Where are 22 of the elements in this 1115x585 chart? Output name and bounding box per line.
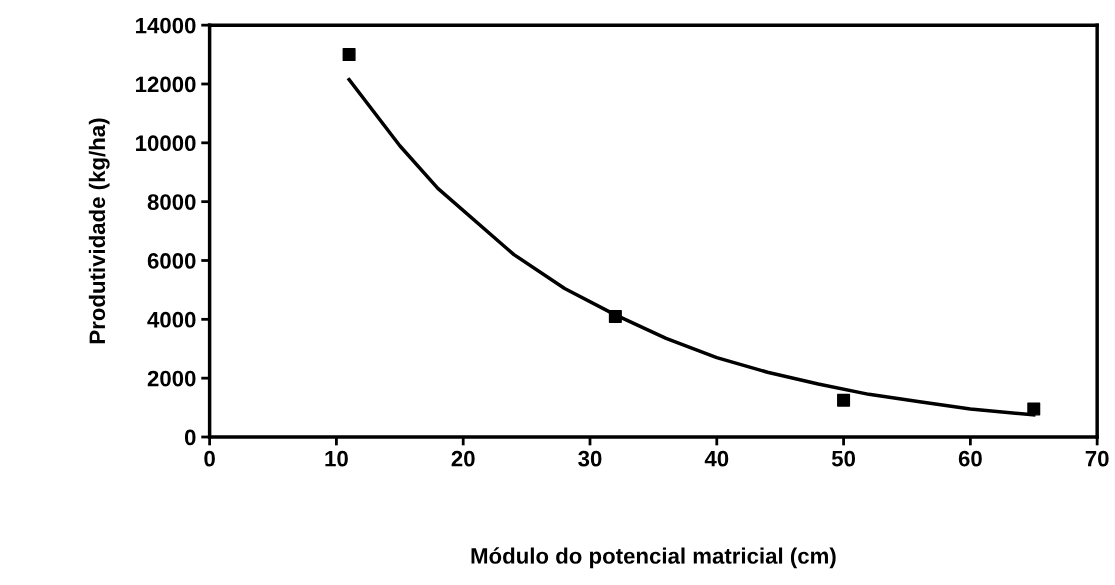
x-tick-label: 10 <box>325 450 348 467</box>
point <box>608 309 622 323</box>
y-tick-label: 6000 <box>147 253 196 269</box>
x-tick-label: 60 <box>958 450 982 467</box>
y-tick-label: 8000 <box>147 194 196 210</box>
x-tick-label: 70 <box>1085 450 1109 467</box>
y-tick-label: 0 <box>184 429 196 446</box>
y-tick-label: 14000 <box>136 17 196 34</box>
x-tick-label: 40 <box>704 450 729 467</box>
y-tick-label: 12000 <box>136 76 196 93</box>
x-axis-title: Módulo do potencial matricial (cm) <box>471 547 836 569</box>
y-tick-label: 2000 <box>147 370 196 387</box>
point <box>1027 402 1041 416</box>
y-axis-title: Produtividade (kg/ha) <box>88 118 110 344</box>
x-tick-label: 0 <box>204 450 215 467</box>
y-tick-label: 4000 <box>147 311 196 328</box>
x-tick-label: 20 <box>451 450 475 467</box>
y-tick-label: 10000 <box>136 135 196 152</box>
x-tick-label: 30 <box>578 450 602 467</box>
point <box>837 393 851 407</box>
x-tick-label: 50 <box>831 450 856 467</box>
point <box>342 48 356 62</box>
